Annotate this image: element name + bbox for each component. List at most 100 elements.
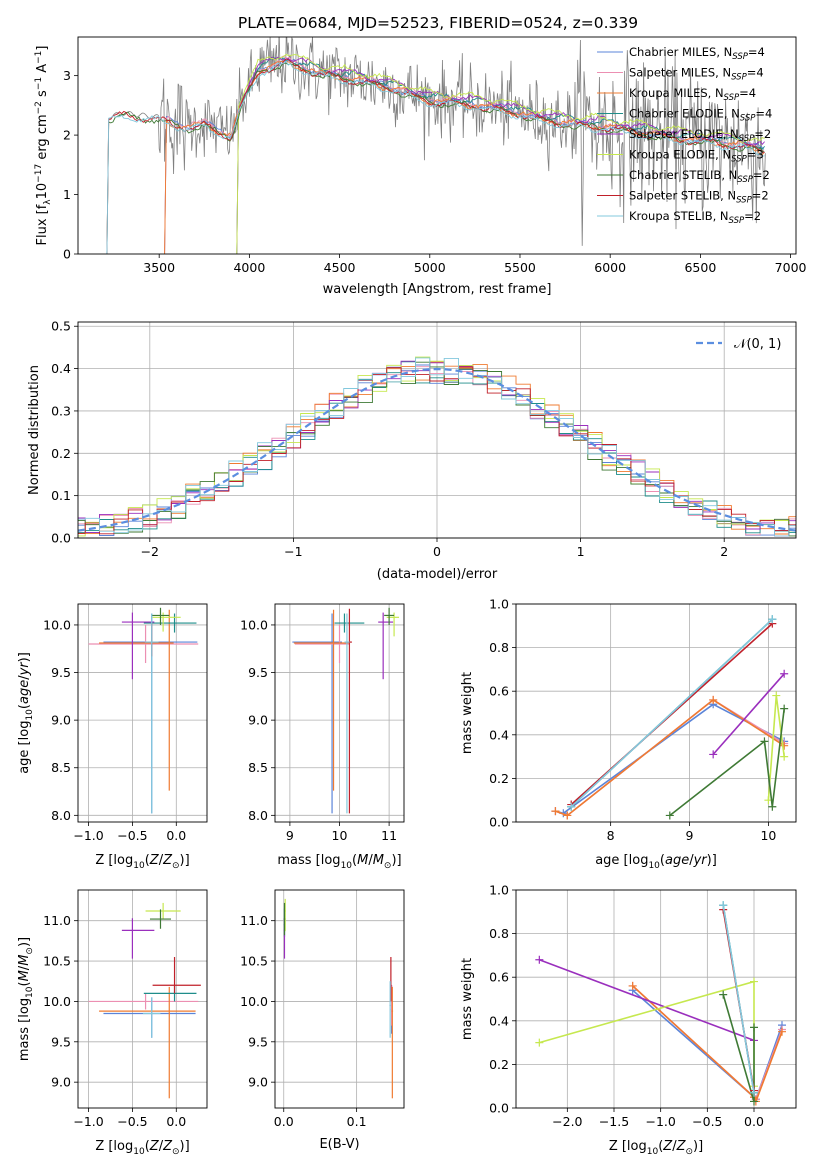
weight-vs-age-x-label: age [log10(age/yr)] xyxy=(595,853,717,871)
weight-vs-Z-ytick-label: 0.2 xyxy=(489,1057,509,1072)
age-vs-mass-axes: 9 10 11 8.0 8.5 9.0 9.5 10.0 xyxy=(240,604,404,843)
mass-vs-ebv-axes: 0.0 0.1 9.0 9.5 10.0 10.5 11.0 xyxy=(240,890,404,1129)
weight-line xyxy=(722,905,755,1093)
residual-histogram xyxy=(78,356,796,537)
weight-marker xyxy=(719,901,728,910)
normal-curve xyxy=(78,367,796,532)
spectrum-xtick-label: 5000 xyxy=(414,260,446,275)
weight-marker xyxy=(780,704,789,713)
weight-vs-Z-ytick-label: 0.4 xyxy=(489,1013,509,1028)
age-vs-Z-xtick-label: 0.0 xyxy=(166,828,186,843)
weight-vs-Z-xtick-label: 0.0 xyxy=(744,1114,764,1129)
residuals-ytick-label: 0.2 xyxy=(51,446,71,461)
residuals-xtick-label: −1 xyxy=(284,544,302,559)
age-vs-mass-ytick-label: 9.0 xyxy=(248,713,268,728)
weight-marker xyxy=(750,1088,758,1097)
age-vs-Z-ytick-label: 8.0 xyxy=(51,808,71,823)
spectrum-ytick-label: 3 xyxy=(63,68,71,83)
weight-line xyxy=(570,623,773,806)
weight-line xyxy=(539,959,755,1042)
weight-vs-age-xtick-label: 10 xyxy=(760,828,776,843)
weight-vs-Z-xtick-label: −0.5 xyxy=(692,1114,722,1129)
spectrum-ytick-label: 2 xyxy=(63,128,71,143)
age-vs-Z-axes: −1.0 −0.5 0.0 8.0 8.5 9.0 9.5 10.0 xyxy=(43,604,207,843)
weight-vs-age-frame xyxy=(515,603,797,823)
weight-marker xyxy=(780,752,789,761)
mass-vs-Z-x-label: Z [log10(Z/Z⊙)] xyxy=(95,1139,189,1157)
age-vs-mass-x-label: mass [log10(M/M⊙)] xyxy=(277,853,401,871)
weight-vs-Z-ytick-label: 0.0 xyxy=(489,1101,509,1116)
weight-vs-Z-series xyxy=(535,901,786,1106)
residual-histogram xyxy=(78,360,796,537)
mass-vs-Z-ytick-label: 10.0 xyxy=(43,994,71,1009)
mass-vs-Z-axes: −1.0 −0.5 0.0 9.0 9.5 10.0 10.5 11.0 xyxy=(43,890,207,1129)
spectrum-xtick-label: 3500 xyxy=(143,260,175,275)
residuals-frame xyxy=(77,321,797,539)
weight-vs-age-ytick-label: 1.0 xyxy=(489,597,509,612)
spectrum-ytick-label: 1 xyxy=(63,187,71,202)
mass-vs-Z-ytick-label: 11.0 xyxy=(43,913,71,928)
mass-vs-ebv-errorbars xyxy=(283,898,394,1099)
weight-vs-age-ytick-label: 0.4 xyxy=(489,727,509,742)
residuals-ylabel: Normed distribution xyxy=(27,365,42,495)
residuals-legend-label: 𝒩(0, 1) xyxy=(734,337,781,352)
spectrum-xtick-label: 4000 xyxy=(233,260,265,275)
spectrum-xtick-label: 7000 xyxy=(775,260,807,275)
spectrum-xtick-label: 6500 xyxy=(684,260,716,275)
mass-vs-ebv-xtick-label: 0.1 xyxy=(347,1114,367,1129)
age-vs-mass-xtick-label: 11 xyxy=(381,828,397,843)
residuals-ytick-label: 0.4 xyxy=(51,361,71,376)
weight-marker xyxy=(535,955,544,964)
spectrum-legend: Chabrier MILES, NSSP=4 Salpeter MILES, NS… xyxy=(597,45,772,226)
weight-line xyxy=(570,618,773,808)
age-vs-mass-xtick-label: 10 xyxy=(332,828,348,843)
mass-vs-Z-frame xyxy=(77,889,208,1109)
legend-entry: Chabrier STELIB, NSSP=2 xyxy=(629,168,770,185)
weight-marker xyxy=(768,802,777,811)
age-vs-Z-y-label: age [log10(age/yr)] xyxy=(17,652,35,774)
legend-entry: Chabrier MILES, NSSP=4 xyxy=(629,45,765,62)
mass-vs-Z-ytick-label: 9.0 xyxy=(51,1075,71,1090)
mass-vs-Z-ytick-label: 10.5 xyxy=(43,954,71,969)
legend-entry: Kroupa STELIB, NSSP=2 xyxy=(629,209,761,226)
age-vs-mass-ytick-label: 10.0 xyxy=(240,617,268,632)
weight-marker xyxy=(709,695,718,704)
weight-vs-age-ylabel: mass weight xyxy=(460,672,475,754)
spectrum-xtick-label: 4500 xyxy=(324,260,356,275)
mass-vs-Z-ytick-label: 9.5 xyxy=(51,1034,71,1049)
residuals-xtick-label: 0 xyxy=(433,544,441,559)
mass-vs-Z-errorbars xyxy=(88,902,201,1099)
spectrum-model-line xyxy=(106,62,765,254)
weight-vs-Z-ytick-label: 0.6 xyxy=(489,970,509,985)
weight-marker xyxy=(628,981,637,990)
weight-vs-Z-ytick-label: 0.8 xyxy=(489,926,509,941)
mass-vs-ebv-ytick-label: 9.5 xyxy=(248,1034,268,1049)
spectrum-frame xyxy=(77,36,797,255)
mass-vs-Z-xtick-label: 0.0 xyxy=(166,1114,186,1129)
weight-vs-age-ytick-label: 0.0 xyxy=(489,815,509,830)
weight-marker xyxy=(709,750,718,759)
weight-marker xyxy=(780,669,789,678)
residuals-xlabel: (data-model)/error xyxy=(377,567,498,582)
mass-vs-ebv-frame xyxy=(274,889,405,1109)
residuals-xtick-label: 1 xyxy=(577,544,585,559)
weight-marker xyxy=(535,1038,544,1047)
spectrum-xtick-label: 5500 xyxy=(504,260,536,275)
spectrum-model-line xyxy=(106,60,765,254)
mass-vs-ebv-xtick-label: 0.0 xyxy=(274,1114,294,1129)
mass-vs-Z-y-label: mass [log10(M/M⊙)] xyxy=(17,937,35,1061)
age-vs-Z-ytick-label: 8.5 xyxy=(51,760,71,775)
age-vs-Z-frame xyxy=(77,603,208,823)
weight-vs-Z-ytick-label: 1.0 xyxy=(489,883,509,898)
mass-vs-ebv-xlabel: E(B-V) xyxy=(319,1137,359,1152)
residuals-ytick-label: 0.3 xyxy=(51,403,71,418)
age-vs-Z-ytick-label: 10.0 xyxy=(43,617,71,632)
age-vs-Z-x-label: Z [log10(Z/Z⊙)] xyxy=(95,853,189,871)
spectrum-axes: 3500 4000 4500 5000 5500 6000 6500 7000 0 1 2 3 xyxy=(63,68,806,275)
spectrum-xlabel: wavelength [Angstrom, rest frame] xyxy=(323,282,552,297)
weight-marker xyxy=(665,811,674,820)
weight-vs-Z-xtick-label: −2.0 xyxy=(552,1114,582,1129)
mass-vs-ebv-ytick-label: 9.0 xyxy=(248,1075,268,1090)
residuals-xtick-label: −2 xyxy=(141,544,159,559)
